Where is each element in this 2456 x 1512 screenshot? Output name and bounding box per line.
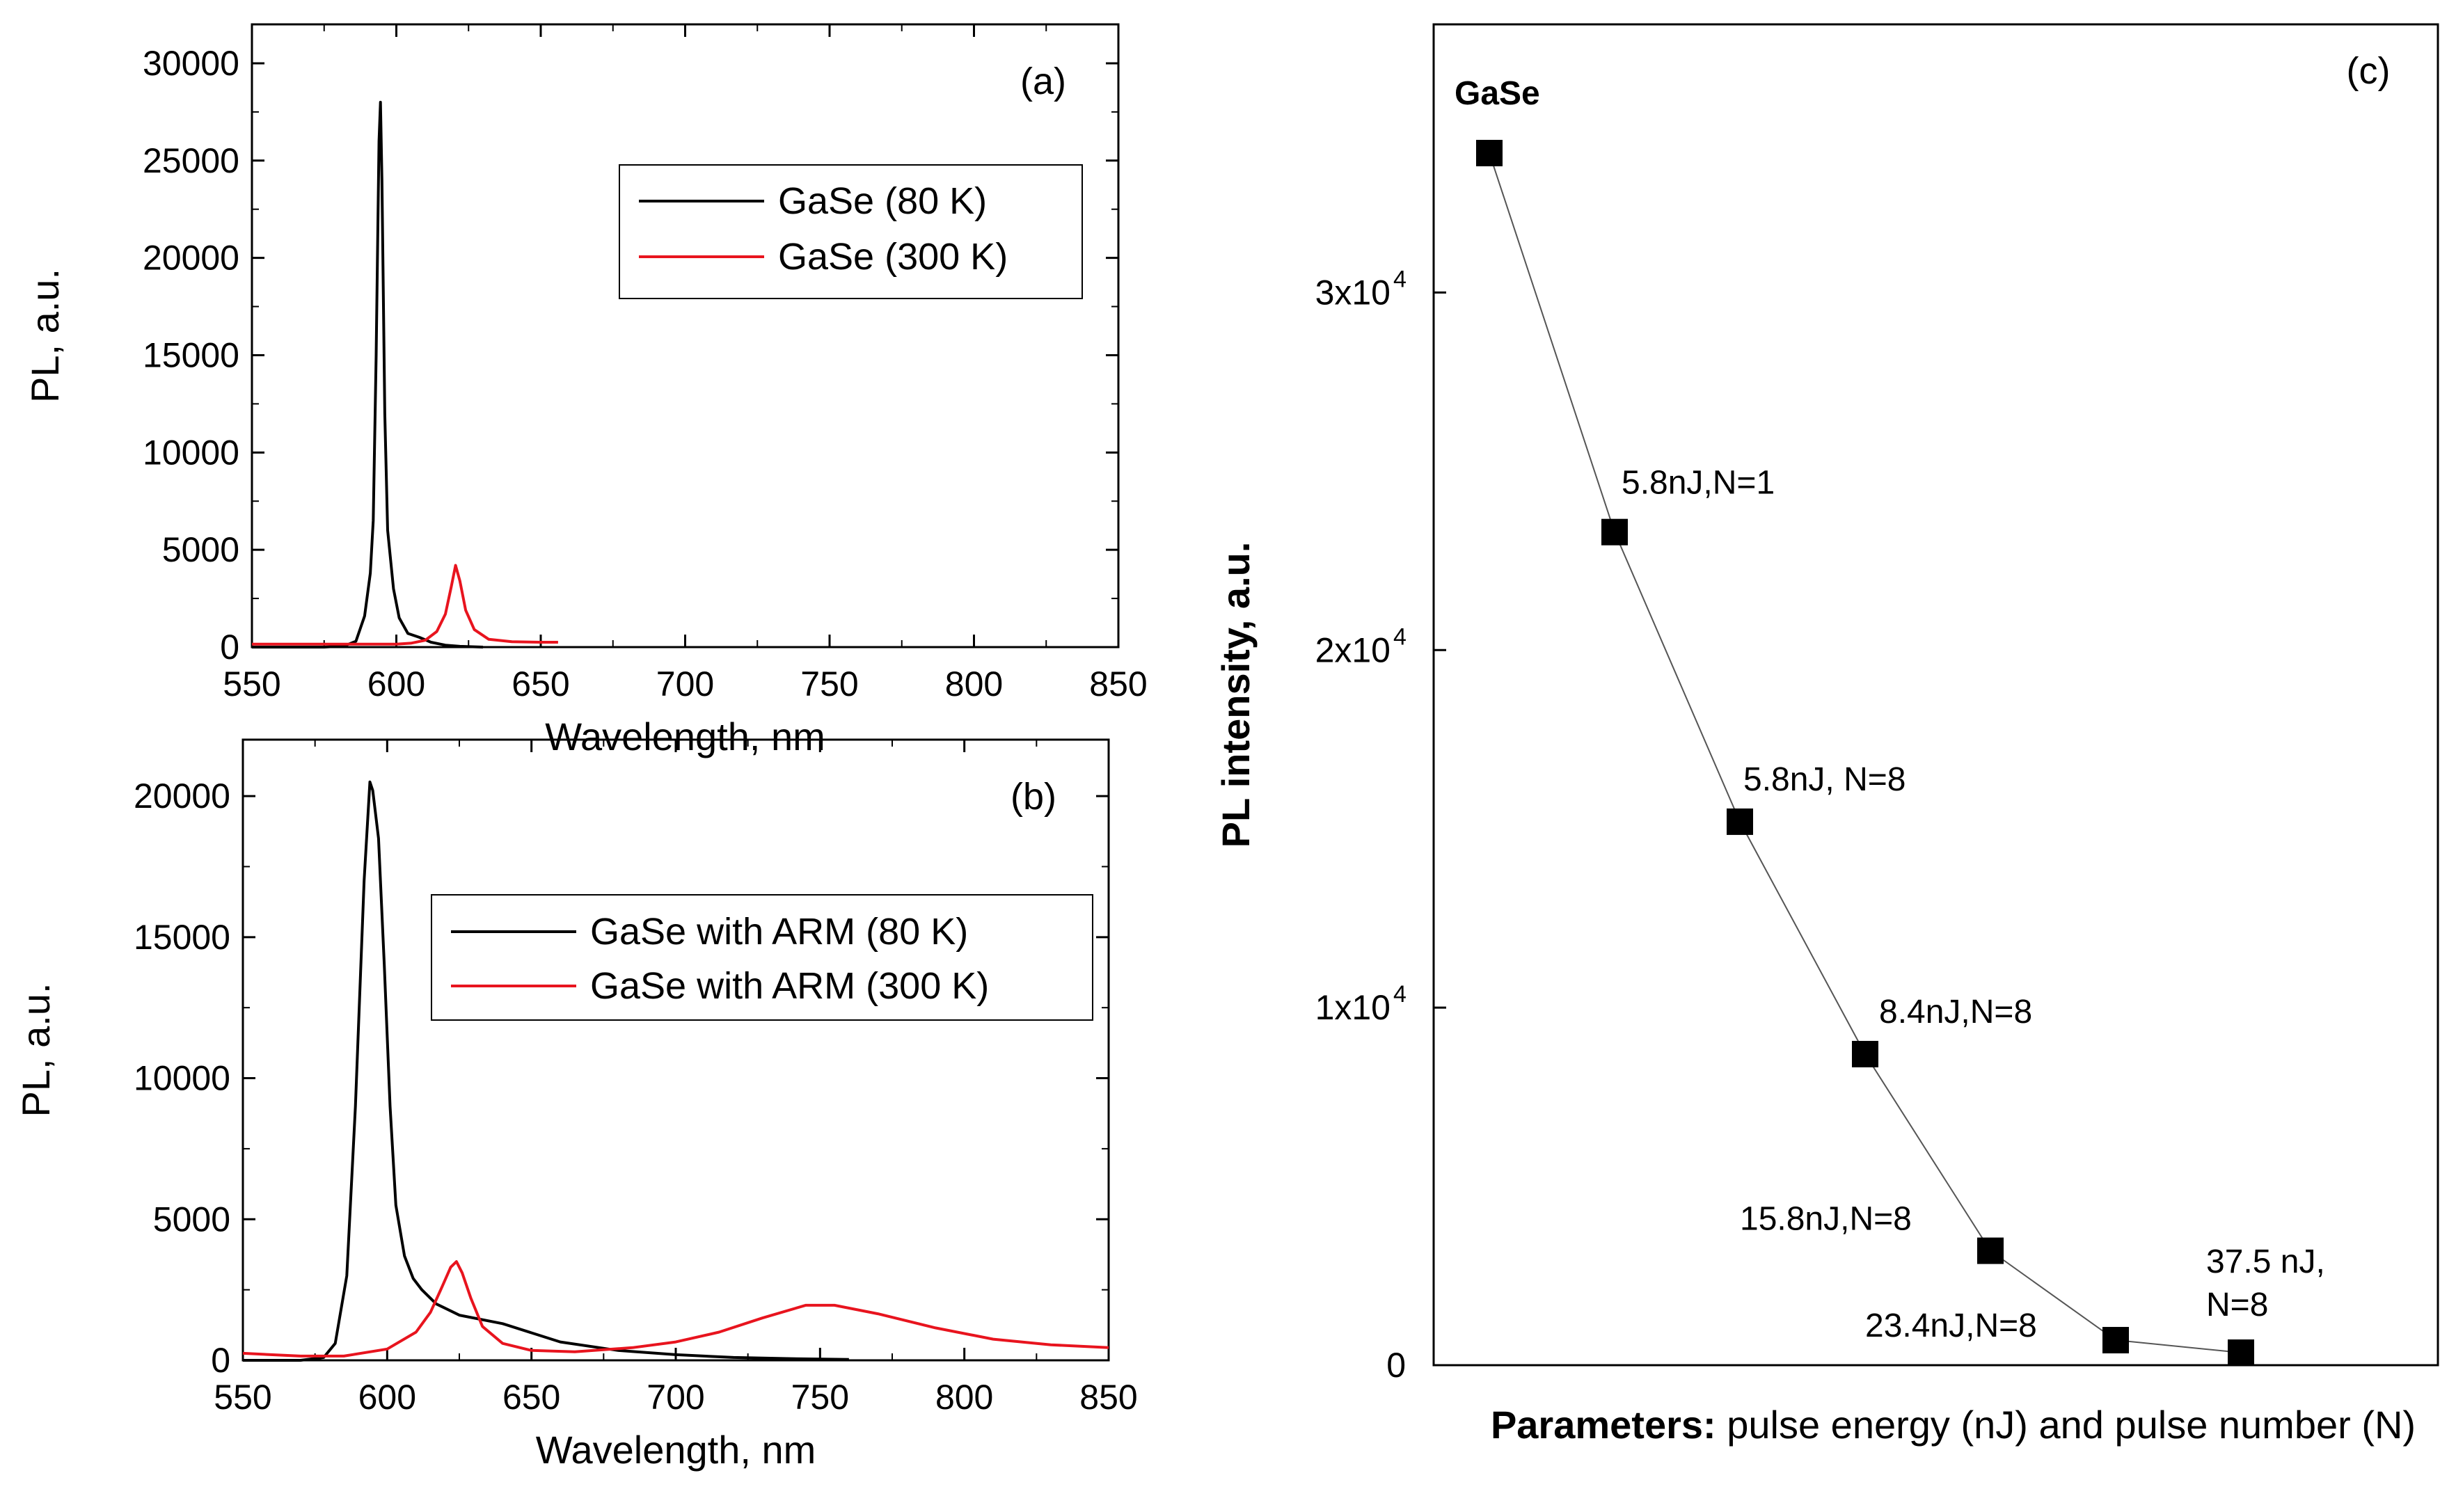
x-axis-title-c-rest: pulse energy (nJ) and pulse number (N) [1716,1403,2416,1447]
y-tick-exponent-c-10000: 4 [1393,981,1407,1008]
series-line-a-0 [252,100,484,648]
point-label-c-2: 5.8nJ, N=8 [1743,761,1906,798]
x-axis-title-a: Wavelength, nm [545,715,825,758]
x-tick-label-a-650: 650 [512,665,569,703]
legend-label-b-0: GaSe with ARM (80 K) [590,911,968,953]
x-axis-title-c-bold: Parameters: [1491,1403,1716,1447]
x-axis-title-c: Parameters: pulse energy (nJ) and pulse … [1491,1403,2416,1447]
y-tick-label-a-0: 0 [220,628,239,667]
panel-label-b: (b) [1011,776,1056,818]
y-tick-label-a-30000: 30000 [143,44,239,83]
x-tick-label-b-650: 650 [502,1378,560,1417]
x-tick-label-b-750: 750 [791,1378,849,1417]
plot-frame-c [1432,23,2439,1367]
y-tick-label-b-15000: 15000 [134,918,230,957]
x-tick-label-a-550: 550 [223,665,280,703]
legend-label-b-1: GaSe with ARM (300 K) [590,965,989,1007]
legend-b [431,894,1093,1021]
y-tick-label-b-10000: 10000 [134,1059,230,1098]
x-tick-label-a-600: 600 [367,665,425,703]
y-axis-title-b: PL, a.u. [14,982,58,1117]
point-label-c-5: 23.4nJ,N=8 [1865,1307,2037,1344]
panel-label-a: (a) [1020,61,1066,102]
data-point-c-0 [1476,139,1503,166]
data-point-c-1 [1601,518,1628,546]
y-tick-label-a-20000: 20000 [143,239,239,278]
y-tick-label-b-0: 0 [211,1341,230,1380]
y-tick-label-c-20000: 2x10 [1315,630,1391,669]
point-label-c-1: 5.8nJ,N=1 [1622,465,1775,502]
y-tick-label-b-20000: 20000 [134,777,230,815]
y-tick-label-c-10000: 1x10 [1315,988,1391,1027]
x-tick-label-b-600: 600 [358,1378,416,1417]
data-point-c-3 [1852,1040,1878,1067]
y-tick-label-a-5000: 5000 [162,530,239,569]
x-tick-label-b-850: 850 [1079,1378,1137,1417]
legend-label-a-0: GaSe (80 K) [778,180,987,222]
legend-label-a-1: GaSe (300 K) [778,236,1008,278]
x-tick-label-a-800: 800 [945,665,1003,703]
y-tick-label-c-30000: 3x10 [1315,273,1391,312]
x-tick-label-a-700: 700 [656,665,714,703]
series-line-c [1489,152,2242,1353]
x-tick-label-b-700: 700 [647,1378,704,1417]
series-line-a-1 [252,564,558,646]
point-label-c-6: 37.5 nJ, [2206,1243,2325,1280]
y-tick-label-a-15000: 15000 [143,335,239,374]
y-tick-exponent-c-30000: 4 [1393,266,1407,292]
y-tick-exponent-c-20000: 4 [1393,623,1407,650]
x-tick-label-b-550: 550 [214,1378,271,1417]
data-point-c-6 [2228,1339,2254,1367]
point-label-line2-c-6: N=8 [2206,1287,2268,1323]
y-tick-label-a-25000: 25000 [143,141,239,180]
y-tick-label-b-5000: 5000 [153,1200,230,1239]
panel-a: 550 600 650 700 750 800 850 0 5000 10000 15000 2000… [23,23,1148,758]
x-axis-title-b: Wavelength, nm [536,1428,816,1472]
x-tick-label-a-850: 850 [1089,665,1147,703]
x-tick-label-b-800: 800 [935,1378,993,1417]
point-label-c-4: 15.8nJ,N=8 [1740,1201,1912,1238]
series-line-b-0 [243,780,849,1362]
series-line-b-1 [242,1260,1109,1358]
data-point-c-2 [1727,808,1753,835]
panel-b: 550 600 650 700 750 800 850 0 5000 10000 15000 2000… [14,738,1138,1472]
y-axis-title-c: PL intensity, a.u. [1214,542,1258,848]
data-point-c-5 [2102,1327,2129,1354]
y-tick-label-c-0: 0 [1386,1346,1406,1385]
data-point-c-4 [1977,1237,2004,1264]
legend-a [619,164,1083,299]
plot-frame-b [241,738,1110,1362]
point-label-c-3: 8.4nJ,N=8 [1879,994,2032,1030]
y-axis-title-a: PL, a.u. [23,269,67,403]
y-tick-label-a-10000: 10000 [143,433,239,472]
panel-label-c: (c) [2347,50,2391,92]
point-label-c-0: GaSe [1455,75,1540,112]
x-tick-label-a-750: 750 [800,665,858,703]
